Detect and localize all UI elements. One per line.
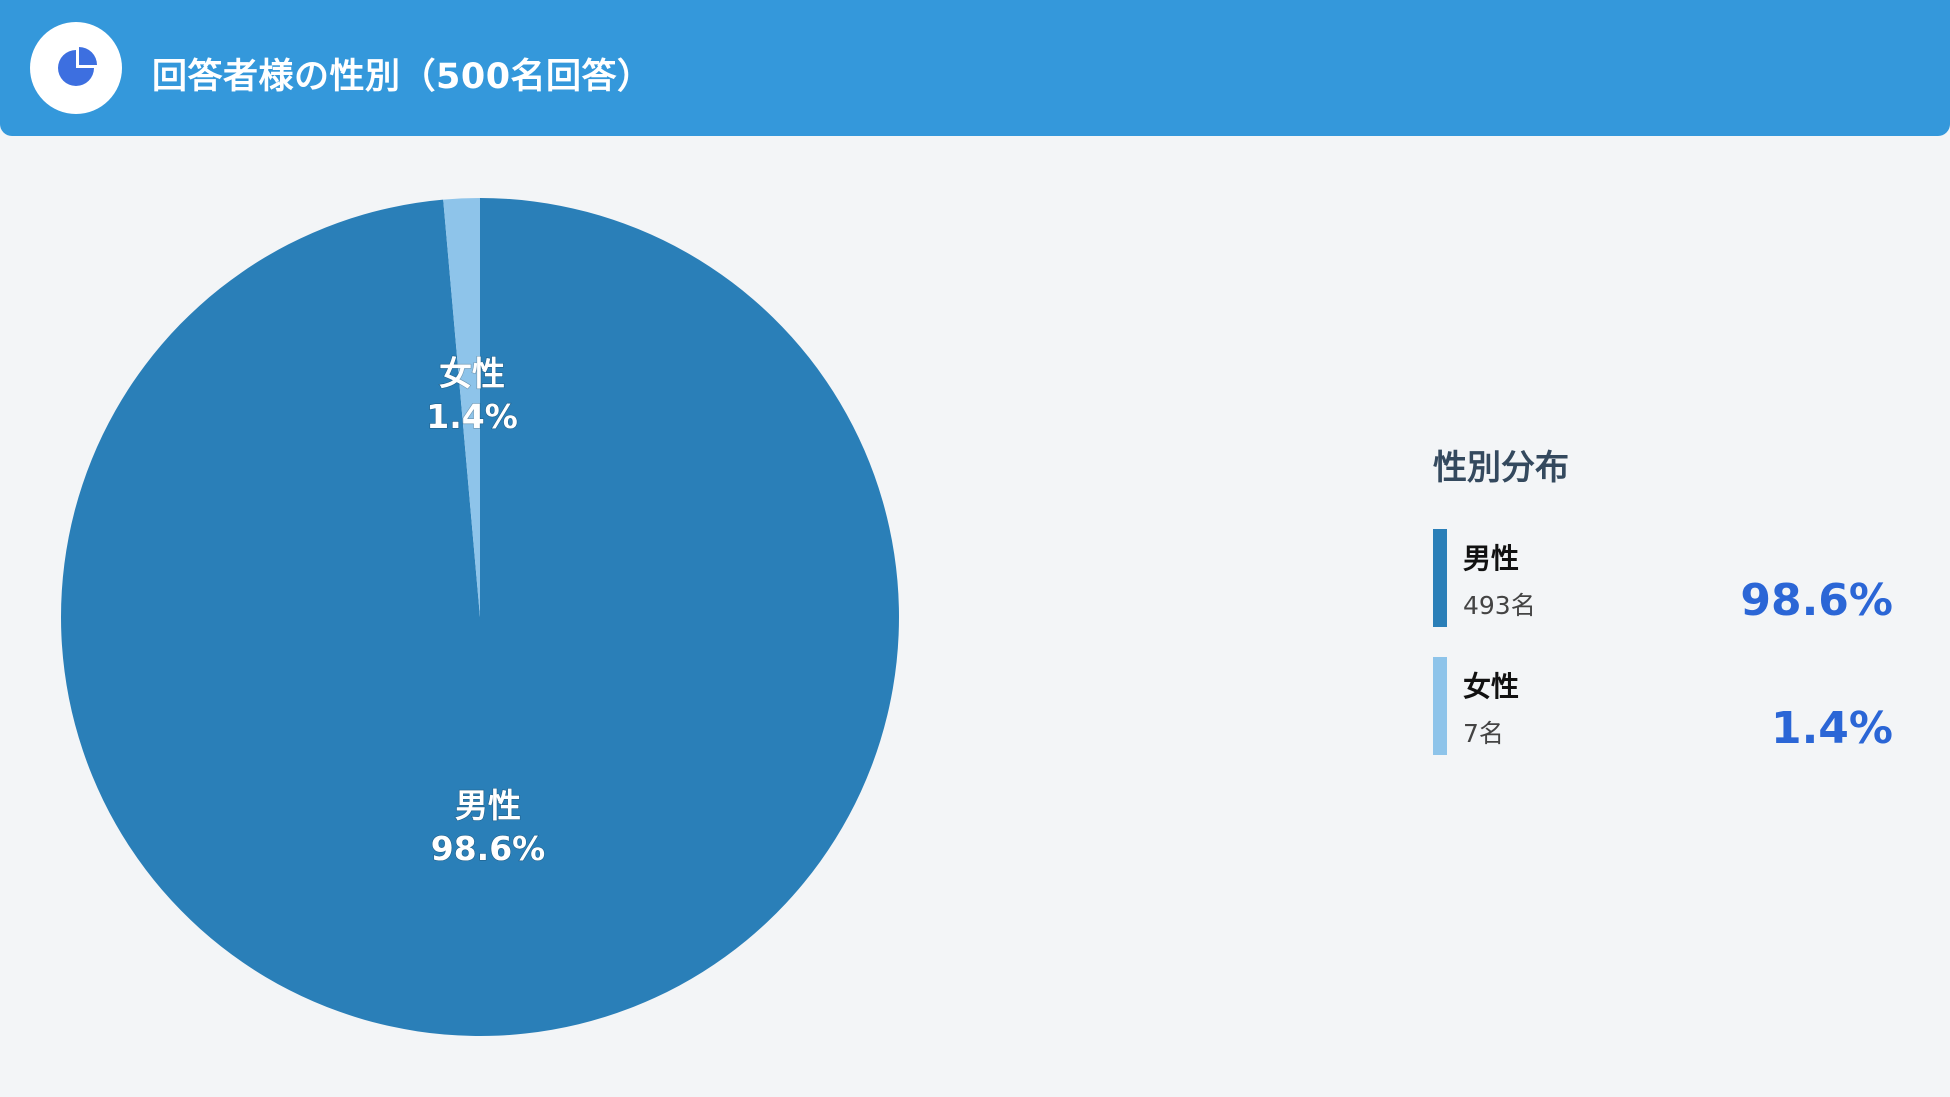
slice-label-female: 女性 1.4% bbox=[426, 353, 519, 436]
legend-item-male: 男性 493名 98.6% bbox=[1433, 529, 1893, 627]
slice-label-name: 女性 bbox=[439, 354, 505, 393]
slice-label-name: 男性 bbox=[455, 786, 521, 825]
slice-label-percent: 1.4% bbox=[426, 397, 518, 436]
legend-label: 女性 bbox=[1463, 670, 1520, 703]
legend-percent: 98.6% bbox=[1740, 575, 1893, 626]
pie-chart: 男性 98.6% 女性 1.4% bbox=[0, 136, 1000, 1097]
slice-label-percent: 98.6% bbox=[431, 829, 546, 868]
slice-label-male: 男性 98.6% bbox=[430, 785, 546, 868]
legend-title: 性別分布 bbox=[1433, 448, 1569, 488]
legend-percent: 1.4% bbox=[1770, 703, 1893, 754]
page-title: 回答者様の性別（500名回答） bbox=[152, 57, 653, 97]
legend-count: 493名 bbox=[1463, 591, 1536, 620]
header-bar: 回答者様の性別（500名回答） bbox=[0, 0, 1950, 136]
legend-swatch-male bbox=[1433, 529, 1447, 627]
pie-slice-female bbox=[443, 198, 480, 617]
legend: 性別分布 男性 493名 98.6% 女性 7名 1.4% bbox=[1433, 440, 1893, 755]
legend-swatch-female bbox=[1433, 657, 1447, 755]
legend-label: 男性 bbox=[1463, 542, 1520, 575]
legend-count: 7名 bbox=[1463, 719, 1504, 748]
legend-item-female: 女性 7名 1.4% bbox=[1433, 657, 1893, 755]
pie-chart-icon bbox=[30, 22, 122, 114]
